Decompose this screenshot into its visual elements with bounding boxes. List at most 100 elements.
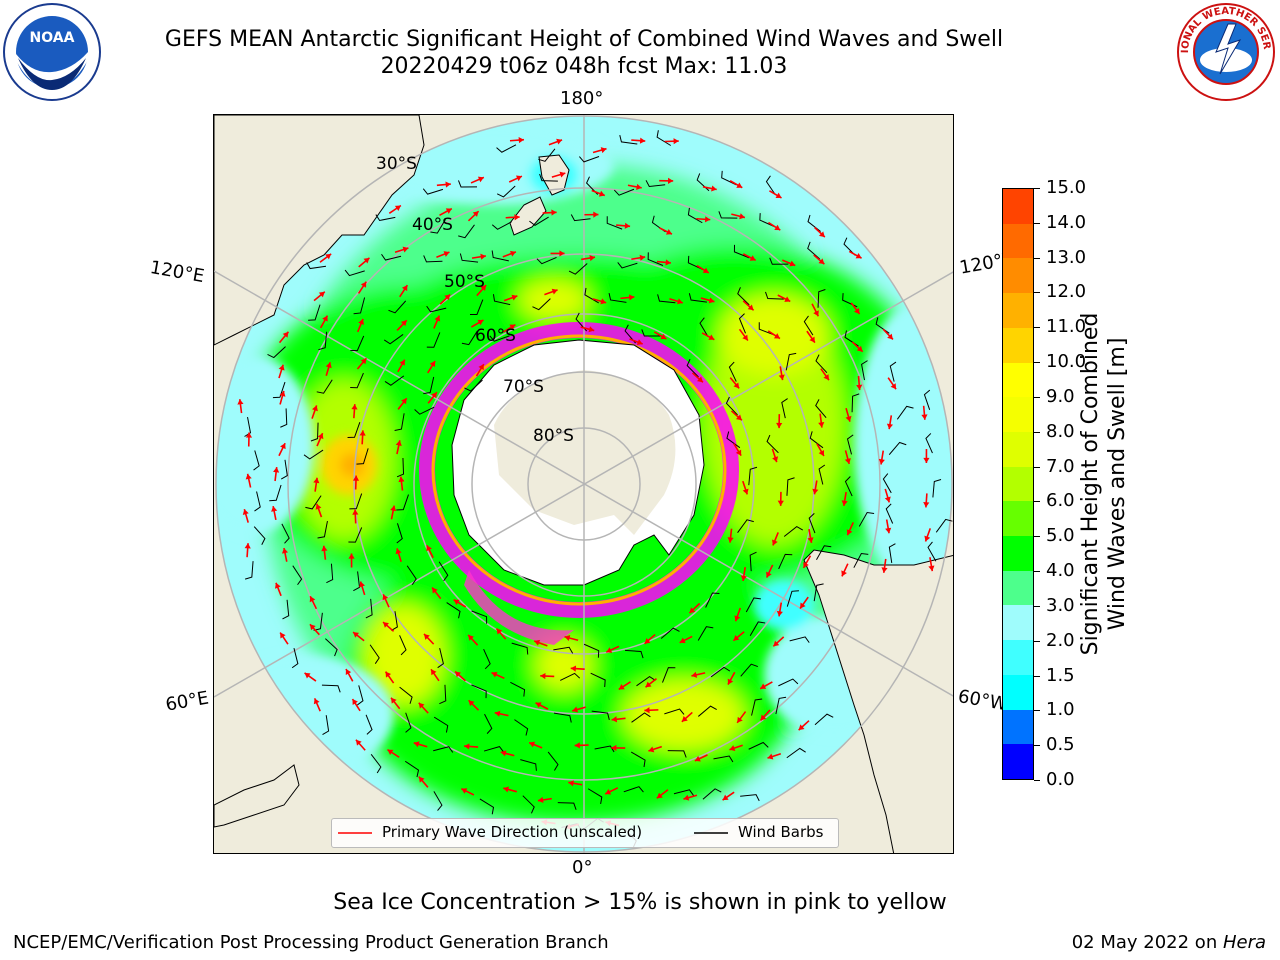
wind-barb [803, 315, 814, 336]
wind-barb [713, 755, 734, 763]
wind-barb [843, 237, 856, 256]
wind-barb [316, 379, 333, 394]
wind-barb [697, 705, 717, 717]
wind-barb [305, 495, 322, 510]
wave-arrow-head [648, 746, 655, 753]
wave-arrow-head [500, 750, 507, 757]
wind-barb [613, 188, 635, 196]
colorbar-tick-mark [1034, 605, 1040, 607]
wind-barb [405, 712, 412, 733]
wave-arrow-head [537, 796, 544, 803]
wave-arrow-head [401, 285, 408, 292]
wave-arrow-head [478, 364, 484, 371]
wave-arrow-head [477, 319, 484, 326]
wind-barb [461, 330, 478, 346]
wave-arrow-head [773, 333, 780, 339]
wave-arrow-head [480, 253, 486, 260]
wave-arrow-head [390, 505, 397, 512]
wind-barb [657, 294, 676, 304]
wind-barb [740, 663, 758, 677]
wave-arrow-head [742, 334, 748, 341]
wind-barb [406, 565, 417, 586]
wind-barb [423, 376, 435, 395]
wind-barb [688, 293, 707, 303]
wave-arrow-head [401, 398, 407, 405]
wind-barb [430, 219, 446, 234]
wave-arrow-head [881, 567, 888, 573]
wave-arrow-head [593, 211, 599, 218]
wave-arrow-head [273, 467, 280, 473]
wind-barb [253, 526, 266, 545]
wind-barb [437, 648, 444, 669]
wave-arrow-head [733, 382, 740, 389]
wind-barb [292, 565, 303, 586]
wave-arrow-head [729, 745, 736, 752]
wind-barb [726, 431, 741, 449]
wave-arrow-head [737, 716, 743, 723]
wave-arrow-head [749, 255, 756, 261]
wave-arrow-head [644, 707, 650, 714]
wind-barb [310, 422, 319, 442]
wind-barb [370, 753, 382, 774]
wind-barb [365, 598, 373, 619]
wave-arrow-head [727, 537, 734, 543]
wind-barb [496, 185, 516, 198]
wind-barb [496, 144, 517, 153]
wind-barb [520, 759, 537, 771]
colorbar-label-line2: Wind Waves and Swell [m] [1105, 337, 1130, 631]
wave-arrow-head [394, 205, 401, 211]
wave-arrow-head [803, 561, 809, 568]
wave-arrow-head [309, 596, 316, 603]
colorbar-segment [1003, 640, 1033, 675]
wind-barb [511, 642, 529, 655]
wind-barb [317, 520, 328, 539]
wave-arrow-head [813, 310, 819, 317]
wave-arrow-head [656, 792, 663, 799]
wave-arrow-head [697, 376, 703, 383]
wind-barb [244, 561, 254, 580]
wave-arrow-head [348, 553, 355, 559]
wave-arrow-head [395, 440, 402, 447]
wind-barb [888, 543, 896, 564]
wave-arrow-head [773, 640, 780, 647]
wave-arrow-head [776, 422, 783, 429]
wave-arrow-head [645, 681, 652, 688]
wave-arrow-head [402, 246, 409, 253]
colorbar-segment [1003, 223, 1033, 259]
colorbar-label-line1: Significant Height of Combined [1078, 312, 1103, 656]
wind-barb [608, 293, 627, 303]
wave-arrow-head [572, 706, 579, 713]
wave-arrow-head [774, 224, 781, 231]
wind-barb [647, 252, 664, 266]
wave-arrow-head [886, 423, 894, 430]
wave-arrow-head [511, 294, 518, 301]
wave-arrow-head [704, 216, 711, 223]
wind-barb [308, 304, 321, 321]
wind-barb [433, 716, 449, 733]
wave-arrow-head [363, 257, 370, 264]
wind-barb [765, 291, 784, 300]
wind-barb [350, 335, 365, 352]
wind-barb [375, 214, 396, 222]
wind-barb [636, 675, 656, 687]
wave-arrow-head [515, 175, 522, 182]
wind-barb [725, 396, 738, 416]
wind-barb [348, 527, 363, 543]
wave-arrow-head [884, 496, 891, 503]
wave-arrow-head [589, 254, 596, 262]
colorbar-tick-label: 7.0 [1046, 455, 1075, 477]
wave-arrow-head [890, 383, 897, 390]
colorbar-tick-mark [1034, 466, 1040, 468]
wind-barb [686, 359, 699, 378]
wave-arrow-head [679, 637, 686, 644]
wind-barb [815, 354, 828, 374]
wave-arrow-head [468, 700, 475, 707]
wave-arrow-head [841, 500, 848, 506]
wind-barb [484, 713, 493, 734]
wave-arrow-head [600, 298, 607, 305]
wind-barb [702, 788, 722, 800]
wind-barb [617, 262, 638, 269]
chart-subtitle: 20220429 t06z 048h fcst Max: 11.03 [380, 54, 788, 79]
colorbar-segment [1003, 605, 1033, 641]
wave-arrow-head [309, 624, 316, 631]
